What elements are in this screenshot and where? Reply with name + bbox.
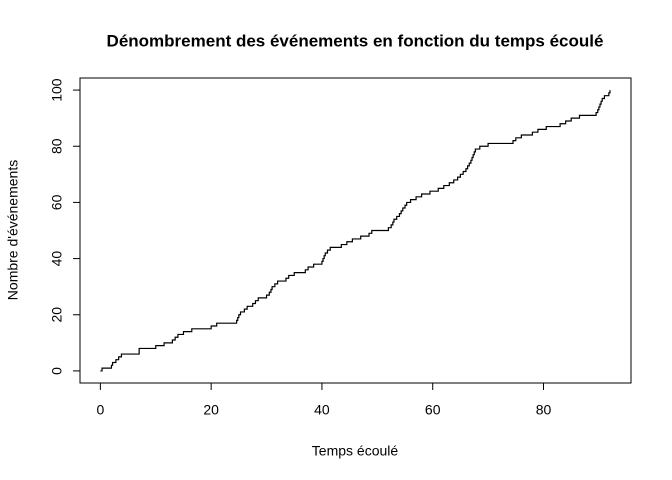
y-tick-label: 40 xyxy=(49,251,65,267)
x-tick-label: 80 xyxy=(536,402,552,418)
chart-title: Dénombrement des événements en fonction … xyxy=(107,31,604,50)
step-line xyxy=(100,90,611,372)
y-axis-label: Nombre d'événements xyxy=(5,160,21,300)
y-tick-label: 0 xyxy=(49,367,65,375)
y-tick-label: 60 xyxy=(49,194,65,210)
x-tick-label: 40 xyxy=(314,402,330,418)
y-tick-label: 20 xyxy=(49,307,65,323)
y-tick-label: 80 xyxy=(49,138,65,154)
x-tick-label: 60 xyxy=(425,402,441,418)
x-axis-label: Temps écoulé xyxy=(312,443,399,459)
x-tick-label: 0 xyxy=(96,402,104,418)
x-tick-label: 20 xyxy=(203,402,219,418)
y-tick-label: 100 xyxy=(49,78,65,102)
